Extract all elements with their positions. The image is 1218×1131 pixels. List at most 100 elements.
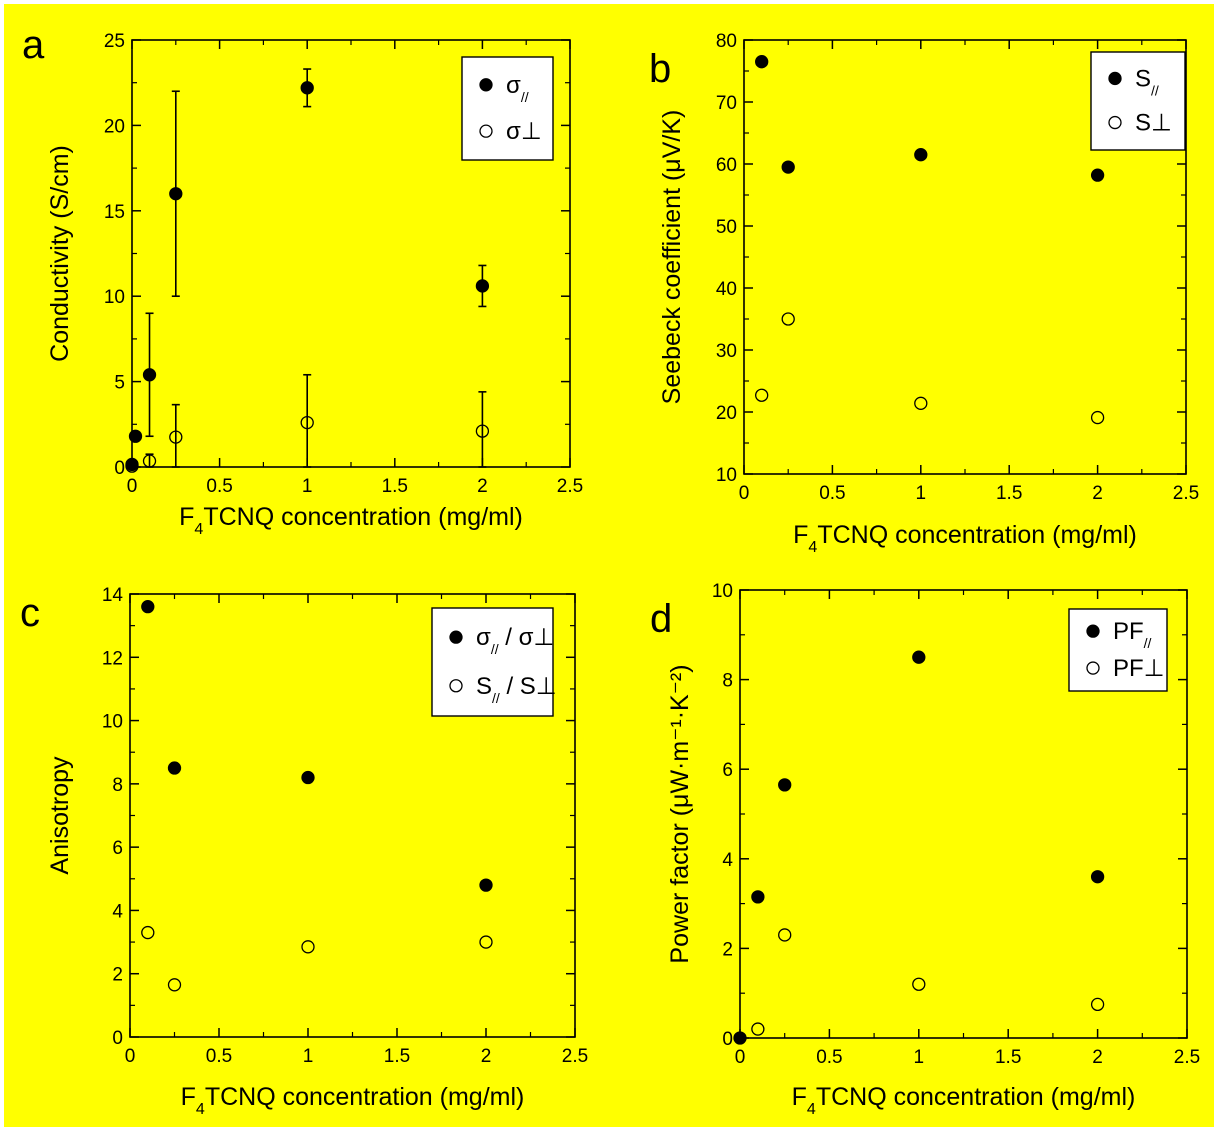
legend-entry-subscript: // (521, 89, 529, 105)
data-point (301, 770, 315, 785)
panel-letter: d (650, 597, 672, 641)
y-tick-label: 0 (722, 1029, 733, 1050)
data-point (141, 600, 155, 614)
x-axis-label-prefix: F (181, 1083, 196, 1111)
legend-entry-main: S (1135, 65, 1151, 92)
y-tick-label: 40 (716, 279, 737, 300)
legend-entry: S⊥ (1135, 110, 1172, 137)
x-axis-label-subscript: 4 (807, 1101, 816, 1118)
x-axis-label-suffix: TCNQ concentration (mg/ml) (203, 503, 523, 531)
legend-entry-main: σ (506, 72, 521, 99)
legend: S// S⊥ (1090, 51, 1186, 151)
legend-entry: PF⊥ (1113, 655, 1165, 682)
data-point (169, 430, 183, 444)
data-point (778, 928, 792, 942)
y-axis-label: Conductivity (S/cm) (46, 145, 74, 362)
y-tick-label: 0 (114, 458, 125, 479)
data-point (142, 454, 157, 468)
series-parallel (141, 600, 493, 892)
x-tick-label: 0 (739, 483, 750, 504)
data-point (141, 925, 155, 940)
y-tick-label: 10 (102, 712, 123, 733)
data-point (781, 160, 795, 174)
y-axis-label: Power factor (μW·m⁻¹·K⁻²) (666, 664, 694, 963)
legend-entry-suffix: / S⊥ (500, 673, 557, 700)
x-tick-label: 0 (735, 1047, 746, 1068)
data-point (475, 424, 490, 438)
y-tick-label: 8 (112, 775, 123, 796)
data-point (475, 279, 490, 293)
x-tick-label: 2 (477, 476, 488, 497)
y-tick-label: 8 (722, 671, 733, 692)
data-point (300, 81, 314, 95)
legend-marker (449, 630, 463, 644)
data-point (912, 650, 926, 664)
y-tick-label: 25 (104, 31, 125, 52)
data-point (301, 940, 315, 954)
x-tick-label: 1.5 (382, 476, 408, 497)
data-point (167, 978, 182, 992)
y-tick-label: 50 (716, 217, 737, 238)
data-point (778, 778, 792, 792)
y-axis-label: Seebeck coefficient (μV/K) (658, 110, 686, 405)
y-tick-label: 30 (716, 341, 737, 362)
x-tick-label: 1.5 (995, 1047, 1021, 1068)
data-point (128, 429, 143, 443)
y-tick-label: 6 (722, 760, 733, 781)
x-tick-label: 2 (1092, 483, 1103, 504)
data-point (479, 935, 493, 949)
legend: σ// / σ⊥S// / S⊥ (431, 607, 557, 717)
y-tick-label: 12 (102, 648, 123, 669)
x-tick-label: 2 (481, 1046, 492, 1067)
x-tick-label: 0 (125, 1046, 136, 1067)
legend-entry: S// / S⊥ (476, 673, 557, 706)
y-tick-label: 20 (104, 116, 125, 137)
data-point (914, 148, 928, 162)
legend-entry: S// (1135, 65, 1159, 98)
legend: σ// σ⊥ (461, 56, 554, 161)
y-tick-label: 5 (114, 373, 125, 394)
data-point (781, 312, 795, 326)
x-axis-label-subscript: 4 (196, 1101, 205, 1118)
data-point (733, 1031, 747, 1045)
x-tick-label: 1 (916, 483, 927, 504)
y-tick-label: 2 (722, 939, 733, 960)
legend-box (1090, 51, 1186, 151)
legend-box (431, 607, 554, 717)
data-point (142, 368, 157, 382)
x-tick-label: 2.5 (557, 476, 583, 497)
legend-entry: PF// (1113, 618, 1152, 651)
series-perpendicular (141, 925, 493, 992)
legend-marker (449, 679, 463, 693)
x-tick-label: 2.5 (1174, 1047, 1200, 1068)
panel-letter: c (20, 591, 40, 635)
data-point (914, 396, 928, 410)
x-tick-label: 1.5 (384, 1046, 410, 1067)
data-point (167, 761, 182, 775)
x-axis-label-subscript: 4 (194, 521, 203, 538)
legend-marker (1086, 624, 1100, 638)
x-axis-label-prefix: F (793, 521, 808, 549)
chart-panel-b: 0 0.5 1 1.5 2 2.5 10 20 30 40 50 60 70 80 F4TCNQ conce… (649, 31, 1199, 556)
x-axis-label-prefix: F (179, 503, 194, 531)
data-point (751, 1022, 765, 1036)
x-tick-label: 0 (127, 476, 138, 497)
x-axis-label-suffix: TCNQ concentration (mg/ml) (817, 521, 1137, 549)
series-parallel (755, 55, 1105, 182)
x-axis-label: F4TCNQ concentration (mg/ml) (792, 1083, 1136, 1118)
data-point (1090, 997, 1105, 1012)
x-axis-label-prefix: F (792, 1083, 807, 1111)
legend-entry-main: σ⊥ (506, 118, 542, 145)
legend-entry: σ// (506, 72, 529, 105)
x-axis-label: F4TCNQ concentration (mg/ml) (181, 1083, 525, 1118)
y-tick-label: 10 (716, 465, 737, 486)
y-tick-label: 14 (102, 585, 124, 606)
y-tick-label: 0 (112, 1028, 123, 1049)
data-point (1090, 870, 1105, 884)
legend-entry-suffix: / σ⊥ (499, 624, 555, 651)
x-tick-label: 2.5 (562, 1046, 588, 1067)
data-point (169, 187, 183, 201)
x-tick-label: 0.5 (816, 1047, 842, 1068)
